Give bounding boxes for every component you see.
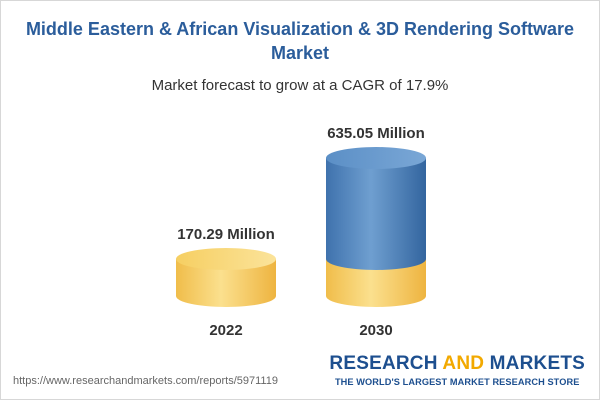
brand-name-part1: RESEARCH bbox=[329, 353, 443, 374]
bar-top bbox=[326, 147, 426, 169]
brand-tagline: THE WORLD'S LARGEST MARKET RESEARCH STOR… bbox=[334, 377, 580, 387]
brand-name: RESEARCH AND MARKETS bbox=[329, 353, 585, 375]
data-label: 170.29 Million bbox=[177, 226, 275, 243]
bar-growth-segment bbox=[326, 158, 426, 270]
brand-name-part2: AND bbox=[442, 353, 485, 374]
bar-top bbox=[176, 247, 276, 270]
chart-subtitle: Market forecast to grow at a CAGR of 17.… bbox=[151, 77, 449, 94]
category-label: 2022 bbox=[209, 322, 242, 339]
brand-logo: RESEARCH AND MARKETS THE WORLD'S LARGEST… bbox=[329, 353, 585, 387]
bar-body bbox=[176, 258, 276, 307]
data-label: 635.05 Million bbox=[327, 125, 425, 142]
bar-2022: 170.29 Million 2022 bbox=[176, 226, 276, 339]
brand-name-part3: MARKETS bbox=[484, 353, 585, 374]
chart-title: Middle Eastern & African Visualization &… bbox=[25, 19, 575, 63]
bar-2030: 635.05 Million 2030 bbox=[326, 125, 426, 339]
source-url: https://www.researchandmarkets.com/repor… bbox=[13, 375, 278, 387]
category-label: 2030 bbox=[359, 322, 392, 339]
bar-base-segment bbox=[326, 258, 426, 307]
